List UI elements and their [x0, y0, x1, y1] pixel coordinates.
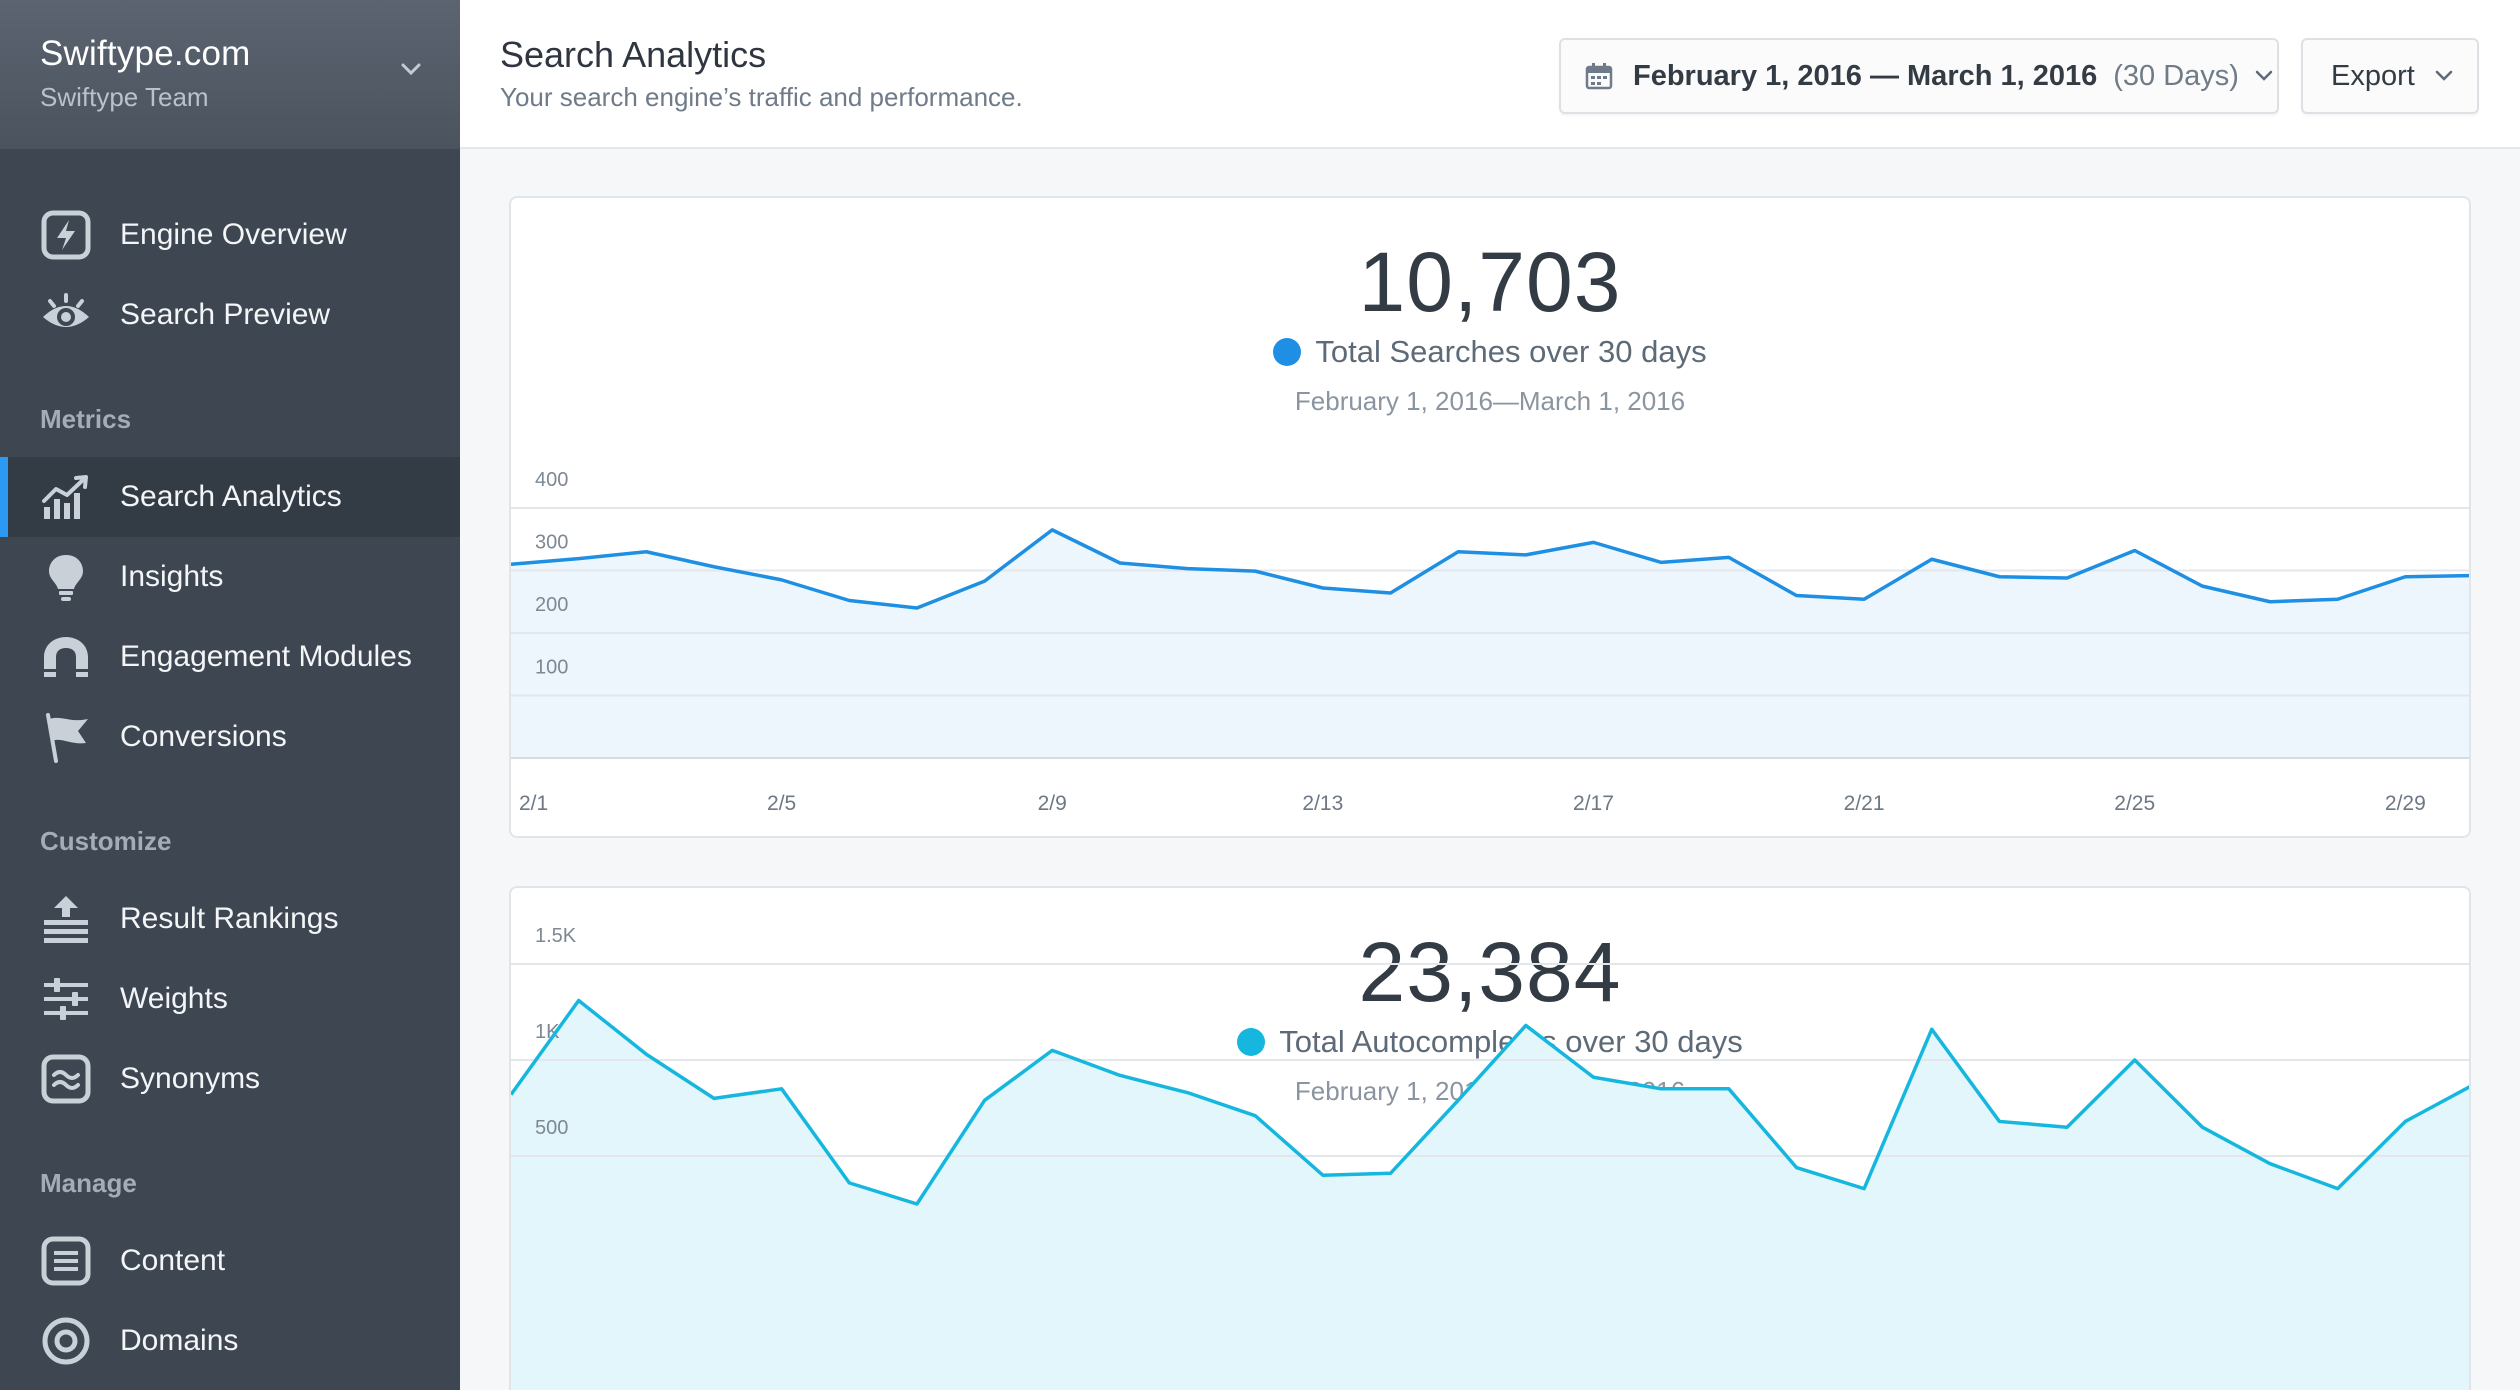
- sidebar-item-label: Search Preview: [120, 298, 331, 331]
- sidebar-item-label: Result Rankings: [120, 902, 339, 935]
- y-tick-label: 500: [535, 1117, 568, 1139]
- searches-legend: Total Searches over 30 days: [511, 334, 2469, 370]
- eye-icon: [40, 289, 92, 341]
- sidebar-item-weights[interactable]: Weights: [0, 959, 460, 1039]
- magnet-icon: [40, 631, 92, 683]
- searches-card: 10,703 Total Searches over 30 days Febru…: [509, 196, 2471, 838]
- y-tick-label: 300: [535, 532, 568, 554]
- flag-icon: [40, 711, 92, 763]
- x-tick-label: 2/5: [767, 792, 796, 815]
- export-label: Export: [2331, 59, 2415, 92]
- rankings-icon: [40, 893, 92, 945]
- sidebar: Swiftype.com Swiftype Team Engine Overvi…: [0, 0, 460, 1390]
- engine-switcher[interactable]: Swiftype.com Swiftype Team: [0, 0, 460, 149]
- sidebar-heading-customize: Customize: [40, 826, 172, 856]
- series-line: [511, 998, 2469, 1206]
- sidebar-item-label: Conversions: [120, 720, 287, 753]
- series-line: [511, 528, 2469, 610]
- y-tick-label: 1.5K: [535, 925, 577, 947]
- x-tick-label: 2/25: [2114, 792, 2155, 815]
- engine-team-name: Swiftype Team: [40, 82, 209, 112]
- searches-total-label: Total Searches over 30 days: [1315, 334, 1707, 369]
- sidebar-heading-manage: Manage: [40, 1168, 137, 1198]
- chevron-down-icon: [2435, 70, 2453, 81]
- searches-chart: 400 300 200 100 2/1 2/5 2/9 2/13 2/17 2/21 2/25 2/2…: [511, 469, 2469, 815]
- y-tick-label: 400: [535, 469, 568, 491]
- autocompletes-card: 23,384 Total Autocompletes over 30 days …: [509, 886, 2471, 1390]
- sidebar-item-result-rankings[interactable]: Result Rankings: [0, 879, 460, 959]
- sidebar-item-label: Engine Overview: [120, 218, 347, 251]
- sidebar-item-engine-overview[interactable]: Engine Overview: [0, 195, 460, 275]
- sidebar-item-label: Weights: [120, 982, 228, 1015]
- bolt-icon: [40, 209, 92, 261]
- content-icon: [40, 1235, 92, 1287]
- sidebar-item-conversions[interactable]: Conversions: [0, 697, 460, 777]
- chevron-down-icon: [401, 63, 421, 76]
- sidebar-item-label: Insights: [120, 560, 224, 593]
- x-tick-label: 2/21: [1844, 792, 1885, 815]
- page-title: Search Analytics: [500, 34, 767, 75]
- sidebar-item-engagement-modules[interactable]: Engagement Modules: [0, 617, 460, 697]
- sidebar-top-nav: Engine Overview Search Preview: [0, 149, 460, 355]
- analytics-icon: [40, 471, 92, 523]
- sidebar-group-customize: Customize Result Rankings: [0, 777, 460, 1119]
- export-button[interactable]: Export: [2301, 38, 2479, 114]
- sidebar-item-label: Search Analytics: [120, 480, 342, 513]
- sidebar-group-manage: Manage Content: [0, 1119, 460, 1381]
- domains-icon: [40, 1315, 92, 1367]
- lightbulb-icon: [40, 551, 92, 603]
- chevron-down-icon: [2255, 70, 2273, 81]
- calendar-icon: [1585, 63, 1613, 90]
- legend-dot: [1237, 1028, 1266, 1056]
- sidebar-item-search-analytics[interactable]: Search Analytics: [0, 457, 460, 537]
- page-header: Search Analytics Your search engine’s tr…: [460, 0, 2520, 149]
- sidebar-item-content[interactable]: Content: [0, 1221, 460, 1301]
- date-range-label: February 1, 2016 — March 1, 2016: [1633, 59, 2098, 92]
- sidebar-item-label: Content: [120, 1244, 226, 1277]
- date-range-picker[interactable]: February 1, 2016 — March 1, 2016 (30 Day…: [1559, 38, 2279, 114]
- x-tick-label: 2/13: [1302, 792, 1343, 815]
- sidebar-item-label: Domains: [120, 1324, 239, 1357]
- x-tick-label: 2/17: [1573, 792, 1614, 815]
- engine-name: Swiftype.com: [40, 34, 251, 73]
- synonyms-icon: [40, 1053, 92, 1105]
- series-area: [511, 529, 2469, 758]
- y-tick-label: 100: [535, 657, 568, 679]
- searches-date-range: February 1, 2016—March 1, 2016: [1294, 386, 1686, 416]
- sidebar-item-insights[interactable]: Insights: [0, 537, 460, 617]
- date-days-label: (30 Days): [2113, 59, 2239, 92]
- sliders-icon: [40, 973, 92, 1025]
- sidebar-item-synonyms[interactable]: Synonyms: [0, 1039, 460, 1119]
- legend-dot: [1273, 338, 1302, 366]
- sidebar-item-search-preview[interactable]: Search Preview: [0, 275, 460, 355]
- autocompletes-total-value: 23,384: [1358, 925, 1622, 1019]
- x-tick-label: 2/29: [2385, 792, 2426, 815]
- x-tick-label: 2/9: [1038, 792, 1067, 815]
- sidebar-item-label: Synonyms: [120, 1062, 261, 1095]
- y-tick-label: 200: [535, 594, 568, 616]
- searches-total-value: 10,703: [1358, 235, 1622, 329]
- series-area: [511, 1000, 2469, 1390]
- x-tick-label: 2/1: [519, 792, 548, 815]
- sidebar-item-label: Engagement Modules: [120, 640, 412, 673]
- sidebar-heading-metrics: Metrics: [40, 404, 132, 434]
- page-subtitle: Your search engine’s traffic and perform…: [500, 82, 1023, 112]
- sidebar-item-domains[interactable]: Domains: [0, 1301, 460, 1381]
- sidebar-group-metrics: Metrics Search Analytics: [0, 355, 460, 777]
